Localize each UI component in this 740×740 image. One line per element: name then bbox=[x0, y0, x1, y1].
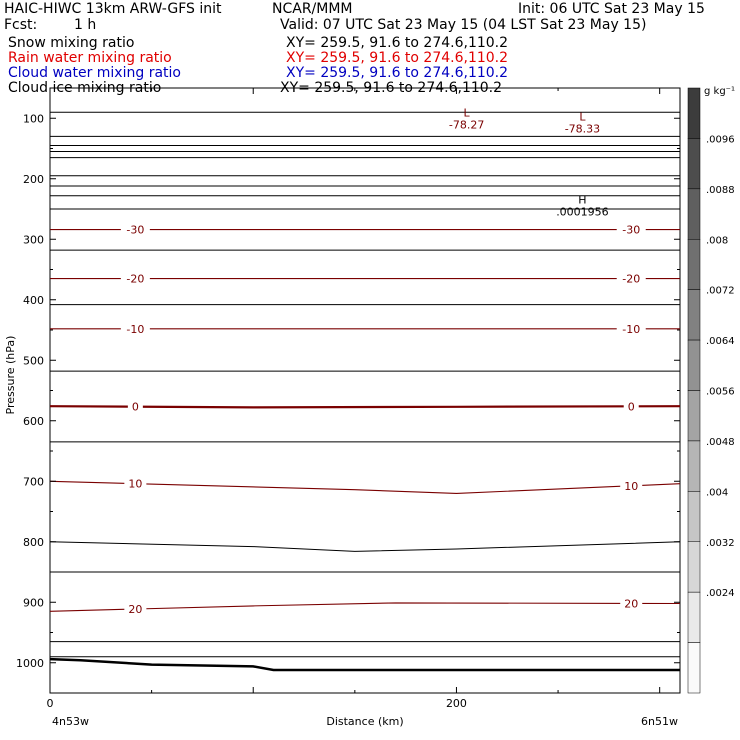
x-left-coordinate: 4n53w bbox=[52, 715, 89, 728]
temperature-contour-label: -10 bbox=[622, 323, 640, 336]
contour-label-bg bbox=[616, 271, 646, 285]
y-tick-label: 300 bbox=[23, 233, 44, 246]
colorbar-swatch bbox=[687, 440, 701, 492]
y-tick-label: 800 bbox=[23, 536, 44, 549]
colorbar-swatch bbox=[687, 390, 701, 442]
colorbar-swatch bbox=[687, 339, 701, 391]
colorbar-swatch bbox=[687, 239, 701, 290]
temperature-contour-label: 10 bbox=[624, 480, 638, 493]
extremum-h-marker: H bbox=[578, 194, 586, 207]
colorbar-swatch bbox=[687, 138, 701, 190]
forecast-value: 1 h bbox=[74, 17, 97, 33]
mixing-ratio-contour-13 bbox=[49, 541, 681, 552]
forecast-label: Fcst: bbox=[4, 17, 38, 33]
temperature-contour-label: -30 bbox=[126, 224, 144, 237]
y-tick-label: 900 bbox=[23, 596, 44, 609]
contour-label-bg bbox=[620, 596, 643, 610]
extremum-l-marker: L bbox=[579, 111, 586, 124]
temperature-contour-label: 20 bbox=[128, 603, 142, 616]
contour-label-bg bbox=[120, 222, 150, 236]
temperature-contour-label: -20 bbox=[126, 273, 144, 286]
y-tick-label: 100 bbox=[23, 112, 44, 125]
contour-label-bg bbox=[120, 271, 150, 285]
contour-label-bg bbox=[120, 321, 150, 335]
field-cloud-water-label: Cloud water mixing ratio bbox=[8, 65, 181, 81]
temperature-contour-0 bbox=[49, 405, 681, 409]
extremum-value: -78.33 bbox=[565, 123, 600, 136]
contour-label-bg bbox=[620, 478, 643, 492]
y-tick-label: 200 bbox=[23, 173, 44, 186]
colorbar-tick-label: .0048 bbox=[706, 437, 735, 448]
temperature-contour-label: -10 bbox=[126, 323, 144, 336]
y-axis-title: Pressure (hPa) bbox=[4, 336, 17, 415]
colorbar: .0096 .0088 .008 .0072 .0064 .0056 .0048 .004 .0… bbox=[687, 87, 735, 694]
colorbar-tick-label: .0064 bbox=[706, 336, 735, 347]
colorbar-unit: g kg⁻¹ bbox=[704, 86, 735, 97]
colorbar-swatch bbox=[687, 491, 701, 543]
colorbar-swatch bbox=[687, 87, 701, 139]
colorbar-tick-label: .0024 bbox=[706, 588, 735, 599]
colorbar-swatch bbox=[687, 642, 701, 694]
x-right-coordinate: 6n51w bbox=[641, 715, 678, 728]
x-tick-label: 0 bbox=[47, 697, 54, 710]
extremum-value: .0001956 bbox=[556, 206, 609, 219]
y-tick-label: 1000 bbox=[16, 657, 44, 670]
colorbar-tick-label: .0032 bbox=[706, 538, 735, 549]
valid-time: Valid: 07 UTC Sat 23 May 15 (04 LST Sat … bbox=[280, 17, 647, 33]
extremum-l-marker: L bbox=[464, 106, 471, 119]
temperature-contour-10 bbox=[49, 480, 681, 494]
extremum-value: -78.27 bbox=[449, 118, 484, 131]
contour-label-bg bbox=[623, 399, 639, 413]
colorbar-tick-label: .008 bbox=[706, 235, 728, 246]
temperature-contour-label: 20 bbox=[624, 597, 638, 610]
terrain-line bbox=[49, 657, 680, 672]
temperature-contour-label: 10 bbox=[128, 478, 142, 491]
contour-label-bg bbox=[124, 602, 147, 616]
y-tick-label: 600 bbox=[23, 415, 44, 428]
contour-label-bg bbox=[124, 476, 147, 490]
temperature-contour-label: 0 bbox=[132, 401, 139, 414]
contour-label-bg bbox=[127, 399, 143, 413]
contour-label-bg bbox=[616, 321, 646, 335]
colorbar-swatch bbox=[687, 289, 701, 341]
org-label: NCAR/MMM bbox=[272, 1, 353, 17]
colorbar-tick-label: .004 bbox=[706, 487, 728, 498]
temperature-contour-20 bbox=[49, 602, 681, 612]
colorbar-swatch bbox=[687, 591, 701, 643]
y-tick-label: 700 bbox=[23, 475, 44, 488]
field-cloud-water-xy: XY= 259.5, 91.6 to 274.6,110.2 bbox=[286, 65, 509, 81]
temperature-contour-label: 0 bbox=[628, 400, 635, 413]
colorbar-swatch bbox=[687, 541, 701, 593]
colorbar-tick-label: .0072 bbox=[706, 286, 735, 297]
x-tick-label: 200 bbox=[446, 697, 467, 710]
colorbar-tick-label: .0088 bbox=[706, 185, 735, 196]
temperature-contour-label: -20 bbox=[622, 273, 640, 286]
model-title: HAIC-HIWC 13km ARW-GFS init bbox=[4, 1, 222, 17]
temperature-contour-label: -30 bbox=[622, 224, 640, 237]
colorbar-tick-label: .0056 bbox=[706, 387, 735, 398]
colorbar-tick-label: .0096 bbox=[706, 134, 735, 145]
y-tick-label: 500 bbox=[23, 354, 44, 367]
contour-label-bg bbox=[616, 222, 646, 236]
colorbar-swatch bbox=[687, 188, 701, 240]
init-time: Init: 06 UTC Sat 23 May 15 bbox=[518, 1, 705, 17]
field-snow-label: Snow mixing ratio bbox=[8, 35, 135, 51]
x-axis-title: Distance (km) bbox=[326, 715, 403, 728]
y-tick-label: 400 bbox=[23, 294, 44, 307]
field-snow-xy: XY= 259.5, 91.6 to 274.6,110.2 bbox=[286, 35, 509, 51]
field-rain-label: Rain water mixing ratio bbox=[8, 50, 172, 66]
field-rain-xy: XY= 259.5, 91.6 to 274.6,110.2 bbox=[286, 50, 509, 66]
